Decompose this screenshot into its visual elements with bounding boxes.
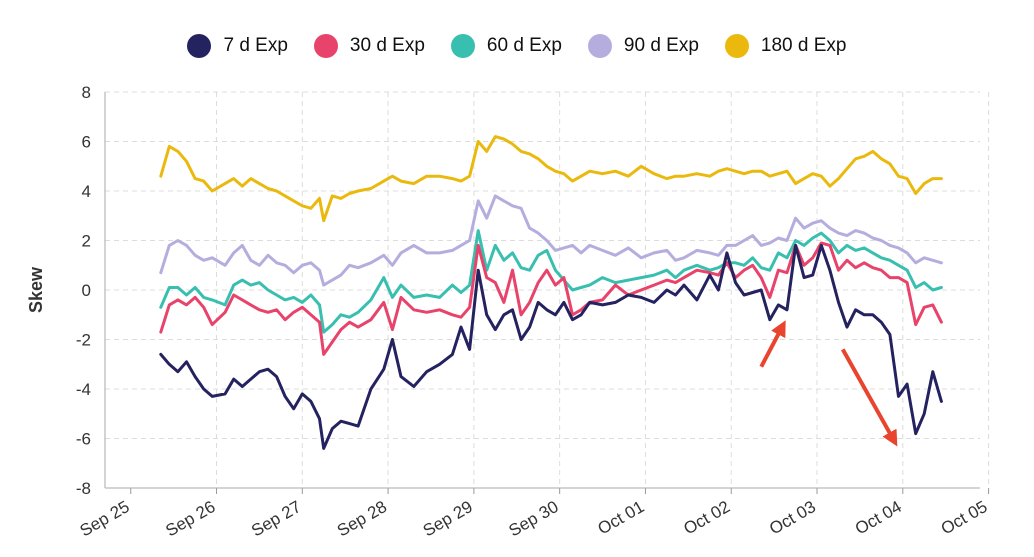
legend-swatch	[724, 34, 749, 58]
legend-item[interactable]: 180 d Exp	[724, 34, 847, 58]
legend-item[interactable]: 60 d Exp	[450, 34, 562, 58]
annotations	[759, 320, 898, 447]
series-line-180-d-exp	[159, 135, 943, 223]
chart-legend: 7 d Exp 30 d Exp 60 d Exp 90 d Exp 180 d Exp	[0, 28, 1034, 64]
series-line-60-d-exp	[159, 229, 943, 334]
x-tick-label: Oct 04	[852, 497, 905, 539]
legend-label: 7 d Exp	[223, 35, 288, 56]
y-tick-label: -4	[76, 380, 91, 399]
legend-item[interactable]: 30 d Exp	[313, 34, 425, 58]
series-line-30-d-exp	[159, 241, 943, 356]
y-tick-label: 4	[82, 182, 91, 201]
x-tick-label: Oct 05	[938, 497, 991, 539]
series-line-90-d-exp	[159, 194, 943, 287]
y-tick-label: 2	[82, 232, 91, 251]
x-tick-label: Sep 26	[162, 497, 218, 540]
y-tick-label: -2	[76, 331, 91, 350]
y-tick-label: 0	[82, 281, 91, 300]
x-tick-label: Oct 03	[766, 497, 819, 539]
legend-label: 180 d Exp	[760, 35, 847, 56]
legend-swatch	[313, 34, 338, 58]
x-tick-label: Oct 01	[595, 497, 648, 539]
x-tick-label: Sep 27	[248, 497, 304, 540]
legend-swatch	[450, 34, 475, 58]
y-tick-label: -8	[76, 479, 91, 498]
annotation-arrow-1	[759, 320, 786, 368]
series-line-7-d-exp	[159, 243, 943, 450]
series-lines	[159, 135, 943, 450]
x-tick-label: Oct 02	[680, 497, 733, 539]
legend-item[interactable]: 7 d Exp	[187, 34, 288, 58]
legend-label: 60 d Exp	[486, 35, 562, 56]
legend-swatch	[187, 34, 212, 58]
y-tick-label: -6	[76, 430, 91, 449]
legend-item[interactable]: 90 d Exp	[587, 34, 699, 58]
y-tick-label: 8	[82, 83, 91, 102]
x-tick-label: Sep 25	[77, 497, 133, 540]
legend-swatch	[587, 34, 612, 58]
annotation-arrow-2	[841, 348, 898, 447]
x-tick-label: Sep 28	[334, 497, 390, 540]
grid	[105, 91, 990, 489]
x-tick-label: Sep 30	[505, 497, 561, 540]
y-axis-title: Skew	[26, 266, 46, 313]
legend-label: 30 d Exp	[349, 35, 425, 56]
legend-label: 90 d Exp	[623, 35, 699, 56]
y-tick-label: 6	[82, 133, 91, 152]
x-tick-label: Sep 29	[420, 497, 476, 540]
